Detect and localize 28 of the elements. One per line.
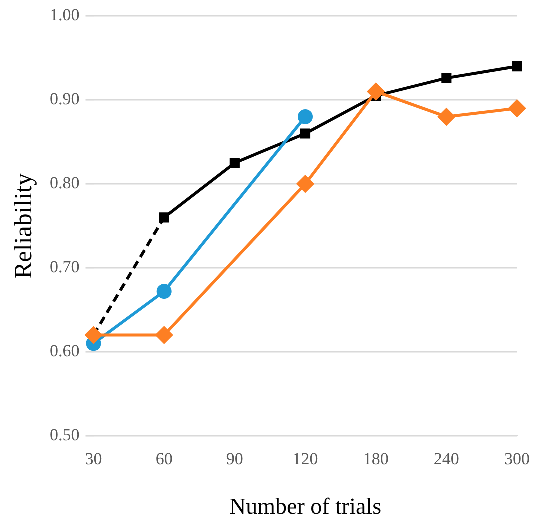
x-tick-label: 120 xyxy=(292,450,318,469)
x-tick-label: 30 xyxy=(85,450,102,469)
point xyxy=(368,83,385,100)
point xyxy=(230,158,240,168)
x-axis-title: Number of trials xyxy=(229,494,382,520)
point xyxy=(156,284,172,300)
y-tick-label: 0.60 xyxy=(50,342,80,361)
point xyxy=(298,109,313,124)
x-tick-label: 240 xyxy=(434,450,460,469)
x-tick-label: 60 xyxy=(156,450,173,469)
y-tick-label: 1.00 xyxy=(50,6,80,25)
y-tick-label: 0.90 xyxy=(50,90,80,109)
point xyxy=(512,62,522,72)
point xyxy=(297,176,314,193)
y-tick-label: 0.50 xyxy=(50,425,80,444)
y-tick-label: 0.80 xyxy=(50,174,80,193)
point xyxy=(438,108,456,126)
y-tick-label: 0.70 xyxy=(50,258,80,277)
point xyxy=(508,100,526,118)
point xyxy=(156,326,173,344)
y-axis-title: Reliability xyxy=(10,172,38,279)
point xyxy=(85,326,102,344)
x-tick-label: 90 xyxy=(226,450,244,469)
x-tick-label: 180 xyxy=(363,450,389,469)
point xyxy=(442,73,452,84)
x-tick-label: 300 xyxy=(504,450,530,469)
point xyxy=(300,128,311,139)
point xyxy=(159,212,170,223)
